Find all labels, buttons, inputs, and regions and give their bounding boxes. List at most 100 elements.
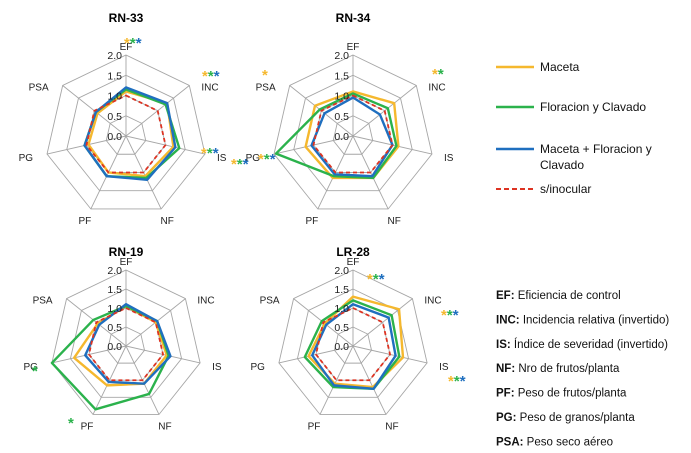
asterisk-floracion: * xyxy=(438,66,444,83)
tick-label: 0.5 xyxy=(334,111,349,123)
tick-label: 0.0 xyxy=(334,341,349,353)
abbr-text: Peso seco aéreo xyxy=(523,436,613,448)
asterisk-floracion: * xyxy=(373,271,379,288)
axis-label-pg: PG xyxy=(246,153,261,164)
asterisk-ambos: * xyxy=(136,35,142,52)
series-line-ambos xyxy=(311,303,397,390)
abbr-code: NF: xyxy=(496,363,515,375)
axis-label-inc: INC xyxy=(201,82,218,93)
axis-label-psa: PSA xyxy=(256,82,276,93)
tick-label: 1.0 xyxy=(107,91,122,103)
series-line-ambos xyxy=(84,303,172,385)
axis-label-psa: PSA xyxy=(33,296,53,307)
tick-label: 0.0 xyxy=(334,131,349,143)
legend-label-sinoc: s/inocular xyxy=(540,182,591,196)
significance-marker: *** xyxy=(258,151,276,168)
radar-chart-rn-34: 2.01.51.00.50.0EFINCISNFPFPGPSARN-34****… xyxy=(246,11,454,227)
tick-label: 2.0 xyxy=(334,50,349,62)
abbr-entry: PF: Peso de frutos/planta xyxy=(496,388,627,400)
significance-marker: *** xyxy=(448,373,466,390)
abbr-code: IS: xyxy=(496,339,511,351)
axis-label-ef: EF xyxy=(120,257,133,268)
asterisk-ambos: * xyxy=(270,151,276,168)
axis-label-nf: NF xyxy=(387,216,400,227)
series-line-sinoc xyxy=(315,307,391,382)
abbr-entry: IS: Índice de severidad (invertido) xyxy=(496,338,668,351)
axis-label-pf: PF xyxy=(78,216,91,227)
significance-marker: *** xyxy=(202,68,220,85)
axis-label-ef: EF xyxy=(120,42,133,53)
asterisk-floracion: * xyxy=(447,307,453,324)
axis-label-inc: INC xyxy=(197,296,214,307)
radar-chart-rn-33: 2.01.51.00.50.0EFINCISNFPFPGPSARN-33****… xyxy=(19,11,249,227)
tick-label: 2.0 xyxy=(334,265,349,277)
asterisk-maceta: * xyxy=(367,271,373,288)
axis-label-psa: PSA xyxy=(260,296,280,307)
abbr-text: Peso de granos/planta xyxy=(516,412,635,424)
abbr-text: Incidencia relativa (invertido) xyxy=(520,314,670,326)
asterisk-maceta: * xyxy=(432,66,438,83)
asterisk-maceta: * xyxy=(124,35,130,52)
axis-label-pg: PG xyxy=(250,362,265,373)
axis-label-pf: PF xyxy=(308,421,321,432)
significance-marker: *** xyxy=(367,271,385,288)
tick-label: 1.0 xyxy=(107,303,122,315)
significance-marker: * xyxy=(262,67,268,84)
axis-label-is: IS xyxy=(439,362,449,373)
tick-label: 1.5 xyxy=(334,284,349,296)
asterisk-floracion: * xyxy=(68,415,74,432)
asterisk-maceta: * xyxy=(231,156,237,173)
axis-label-ef: EF xyxy=(347,42,360,53)
tick-label: 0.0 xyxy=(107,341,122,353)
series-line-sinoc xyxy=(312,94,394,174)
axis-label-psa: PSA xyxy=(29,82,49,93)
abbr-code: INC: xyxy=(496,314,520,326)
significance-marker: *** xyxy=(201,145,219,162)
abbr-entry: PG: Peso de granos/planta xyxy=(496,412,635,424)
abbr-entry: EF: Eficiencia de control xyxy=(496,290,621,302)
asterisk-floracion: * xyxy=(208,68,214,85)
asterisk-floracion: * xyxy=(130,35,136,52)
asterisk-maceta: * xyxy=(262,67,268,84)
radar-chart-rn-19: 2.0 1.5 1.0 0.5 0.0 EF INC IS NF PF PG PSA RN-19 * * xyxy=(23,245,221,432)
axis-label-nf: NF xyxy=(158,421,171,432)
abbr-text: Índice de severidad (invertido) xyxy=(511,338,668,351)
grid-ring xyxy=(333,326,373,364)
abbr-text: Eficiencia de control xyxy=(515,290,621,302)
significance-marker: ** xyxy=(432,66,444,83)
significance-marker: *** xyxy=(231,156,249,173)
axis-label-is: IS xyxy=(444,153,454,164)
legend-label-maceta: Maceta xyxy=(540,60,580,74)
chart-title: LR-28 xyxy=(336,245,370,259)
tick-label: 0.0 xyxy=(107,131,122,143)
axis-label-pf: PF xyxy=(81,421,94,432)
abbr-code: PG: xyxy=(496,412,516,424)
asterisk-ambos: * xyxy=(214,68,220,85)
abbr-text: Peso de frutos/planta xyxy=(515,388,627,400)
axis-label-nf: NF xyxy=(385,421,398,432)
legend-label-floracion: Floracion y Clavado xyxy=(540,100,646,114)
grid-ring xyxy=(66,74,186,192)
tick-label: 1.5 xyxy=(334,70,349,82)
tick-label: 1.5 xyxy=(107,70,122,82)
abbr-code: PF: xyxy=(496,388,515,400)
abbr-code: PSA: xyxy=(496,436,523,448)
axis-label-pf: PF xyxy=(305,216,318,227)
asterisk-ambos: * xyxy=(379,271,385,288)
asterisk-maceta: * xyxy=(448,373,454,390)
axis-label-ef: EF xyxy=(347,257,360,268)
tick-label: 0.5 xyxy=(107,322,122,334)
radar-charts: 2.01.51.00.50.0EFINCISNFPFPGPSARN-33****… xyxy=(19,11,466,432)
tick-label: 2.0 xyxy=(107,50,122,62)
axis-label-is: IS xyxy=(217,153,227,164)
asterisk-maceta: * xyxy=(258,151,264,168)
grid-ring xyxy=(51,269,201,415)
series-legend: Maceta Floracion y Clavado Maceta + Flor… xyxy=(496,60,652,196)
tick-label: 1.0 xyxy=(334,303,349,315)
grid-ring xyxy=(106,326,146,364)
significance-marker: * xyxy=(32,363,38,380)
tick-label: 0.5 xyxy=(107,111,122,123)
chart-title: RN-34 xyxy=(336,11,371,25)
chart-title: RN-33 xyxy=(109,11,144,25)
asterisk-maceta: * xyxy=(441,307,447,324)
